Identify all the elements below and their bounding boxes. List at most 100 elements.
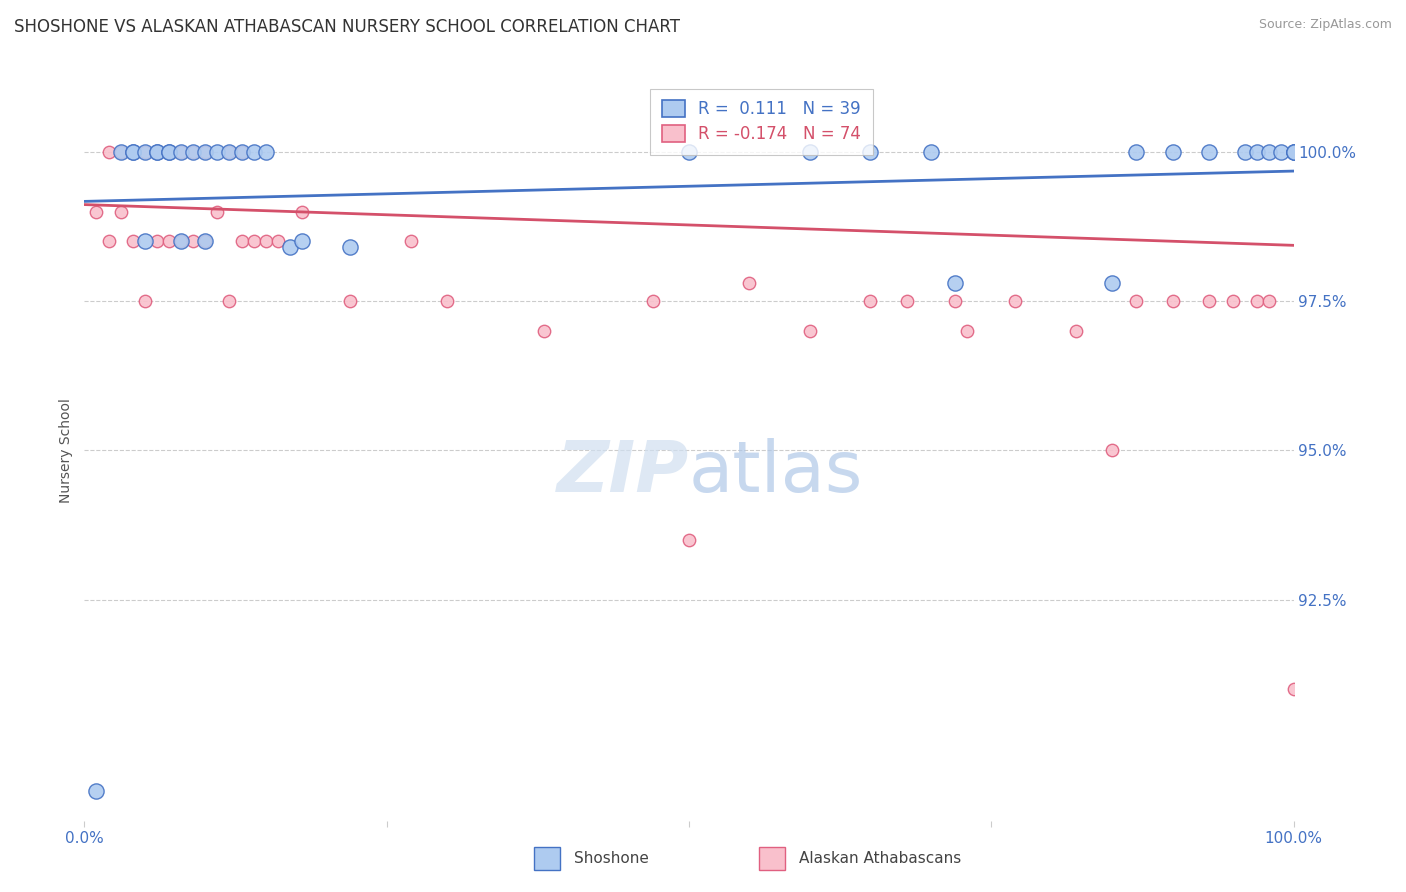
Point [678,145,700,159]
Point [1282,145,1305,159]
Point [134,235,156,249]
Point [1246,145,1268,159]
Point [121,235,143,249]
Point [207,204,229,219]
Point [291,204,314,219]
Point [121,145,143,159]
Point [157,145,180,159]
Point [194,235,217,249]
Text: atlas: atlas [689,438,863,508]
Point [1161,294,1184,309]
Point [1282,145,1305,159]
Point [231,145,253,159]
Point [134,145,156,159]
Point [896,294,918,309]
Point [97,235,120,249]
Point [194,145,217,159]
Point [1282,145,1305,159]
Point [1101,277,1123,291]
Point [1004,294,1026,309]
Point [436,294,458,309]
Point [231,235,253,249]
Point [1161,145,1184,159]
Point [1282,145,1305,159]
Point [278,240,301,254]
Point [218,294,240,309]
Point [1282,145,1305,159]
Point [194,235,217,249]
Point [157,145,180,159]
Point [1282,145,1305,159]
Point [1282,145,1305,159]
Point [1282,682,1305,697]
Point [1282,145,1305,159]
Point [1282,145,1305,159]
Point [1282,145,1305,159]
Point [1282,145,1305,159]
Text: Shoshone: Shoshone [574,851,648,866]
Point [1282,145,1305,159]
Point [181,145,204,159]
Point [134,294,156,309]
Point [218,145,240,159]
Point [181,145,204,159]
Point [1282,145,1305,159]
Point [181,235,204,249]
Point [194,145,217,159]
Point [1246,294,1268,309]
Point [1101,443,1123,458]
Point [146,145,169,159]
Text: ZIP: ZIP [557,438,689,508]
Point [242,145,264,159]
Point [110,204,132,219]
Point [1282,145,1305,159]
Point [920,145,942,159]
Point [170,145,193,159]
Point [533,324,555,338]
Point [207,145,229,159]
Point [146,145,169,159]
Point [738,277,761,291]
Point [339,294,361,309]
Point [218,145,240,159]
Point [1125,145,1147,159]
Text: Source: ZipAtlas.com: Source: ZipAtlas.com [1258,18,1392,31]
Point [86,784,108,798]
Point [1282,145,1305,159]
Point [1198,145,1220,159]
Point [1282,145,1305,159]
Point [97,145,120,159]
Legend: R =  0.111   N = 39, R = -0.174   N = 74: R = 0.111 N = 39, R = -0.174 N = 74 [650,88,873,155]
Point [399,235,422,249]
Point [799,324,821,338]
Point [110,145,132,159]
Point [1282,145,1305,159]
Point [157,235,180,249]
Point [1282,145,1305,159]
Text: Alaskan Athabascans: Alaskan Athabascans [799,851,960,866]
Point [799,145,821,159]
Point [121,145,143,159]
Point [1198,294,1220,309]
Point [170,235,193,249]
Point [339,240,361,254]
Point [1282,145,1305,159]
Point [157,145,180,159]
Point [1282,145,1305,159]
Point [1125,294,1147,309]
Point [678,533,700,547]
Point [254,235,277,249]
Point [1282,145,1305,159]
Point [859,145,882,159]
Point [1258,294,1281,309]
Point [110,145,132,159]
Point [1282,145,1305,159]
Point [86,204,108,219]
Point [1282,145,1305,159]
Point [1282,145,1305,159]
Point [956,324,979,338]
Point [943,277,966,291]
Point [943,294,966,309]
Point [1064,324,1087,338]
Point [1282,145,1305,159]
